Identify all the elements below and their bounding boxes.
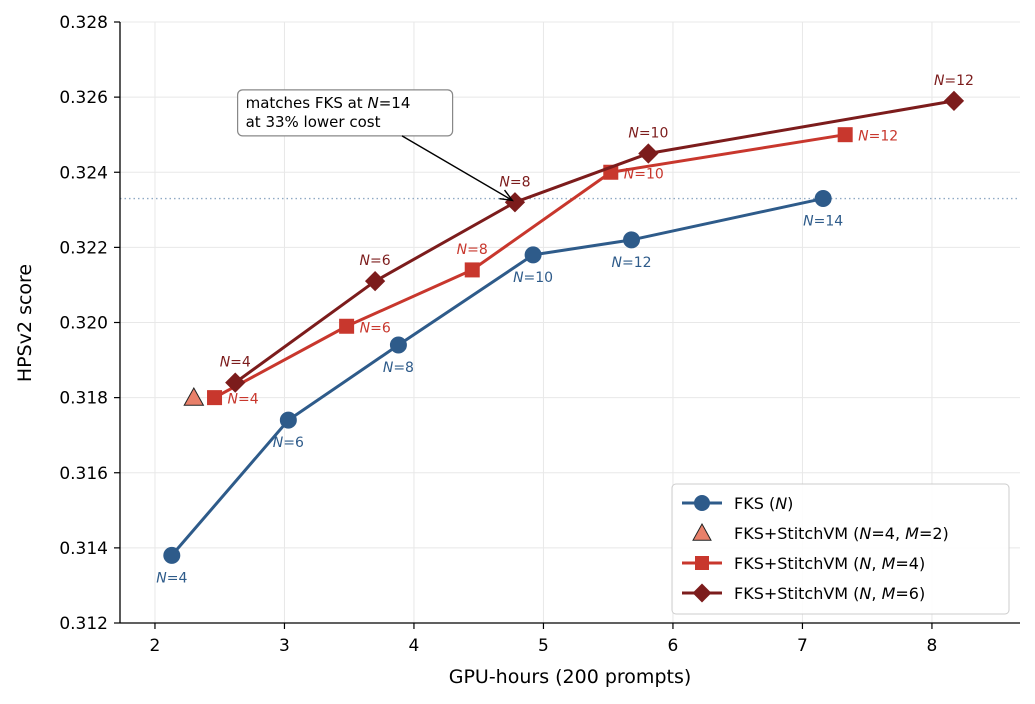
data-point (207, 390, 223, 406)
x-tick-label: 3 (279, 636, 290, 656)
data-label: N=12 (611, 255, 651, 271)
data-point (279, 411, 297, 429)
data-point (464, 262, 480, 278)
grid-layer (120, 21, 1020, 624)
data-label: N=6 (360, 253, 391, 269)
data-point (638, 143, 659, 164)
legend: FKS (N) FKS+StitchVM (N=4, M=2) FKS+Stitch… (671, 483, 1010, 615)
y-tick-label: 0.318 (59, 389, 108, 409)
data-label: N=8 (499, 174, 530, 190)
data-label: N=8 (457, 242, 488, 258)
annotation-arrow-line (401, 135, 513, 202)
legend-marker (694, 495, 710, 511)
y-tick-label: 0.328 (59, 13, 108, 33)
y-tick-label: 0.326 (59, 88, 108, 108)
data-label: N=14 (803, 214, 843, 230)
legend-item-0: FKS (N) (682, 494, 793, 513)
data-point (364, 271, 386, 292)
legend-label: FKS+StitchVM (N=4, M=2) (734, 524, 949, 543)
x-tick-label: 7 (797, 636, 808, 656)
y-tick-label: 0.314 (59, 539, 108, 559)
legend-label: FKS+StitchVM (N, M=6) (734, 584, 925, 603)
data-label: N=10 (628, 125, 668, 141)
y-tick-label: 0.316 (59, 464, 108, 484)
data-point (524, 246, 542, 264)
data-label: N=6 (360, 320, 391, 336)
y-tick-label: 0.324 (59, 163, 108, 183)
annotation-text-line: at 33% lower cost (246, 113, 381, 131)
data-label: N=10 (513, 270, 553, 286)
legend-marker (695, 556, 709, 570)
data-point (623, 231, 641, 249)
y-tick-label: 0.312 (59, 614, 108, 634)
series-line (170, 197, 824, 557)
annotation-text-line: matches FKS at N=14 (246, 94, 411, 112)
x-tick-label: 8 (927, 636, 938, 656)
series-0: N=4 N=6 N=8 N=10 N=12 N=14 (156, 190, 843, 586)
series-line (234, 99, 955, 384)
data-label: N=4 (220, 355, 251, 371)
data-label: N=10 (624, 166, 664, 182)
data-point (183, 386, 205, 406)
legend-box (671, 483, 1010, 615)
axes-layer: 2 3 4 5 6 7 8 0.312 0.314 0.316 0.318 0.320 0.322 0.3… (59, 13, 1020, 656)
data-point (504, 192, 526, 213)
data-point (943, 90, 965, 112)
x-tick-label: 2 (150, 636, 161, 656)
series-1 (183, 386, 205, 406)
legend-item-2: FKS+StitchVM (N, M=4) (682, 554, 925, 573)
data-label: N=4 (228, 392, 259, 408)
data-label: N=12 (858, 129, 898, 145)
legend-item-3: FKS+StitchVM (N, M=6) (682, 583, 925, 603)
data-point (339, 318, 355, 334)
data-label: N=8 (383, 360, 414, 376)
data-point (389, 336, 407, 354)
x-tick-label: 5 (538, 636, 549, 656)
y-axis-title: HPSv2 score (14, 264, 36, 382)
legend-marker (692, 522, 712, 541)
y-tick-label: 0.322 (59, 238, 108, 258)
y-tick-label: 0.320 (59, 314, 108, 334)
data-point (837, 127, 853, 143)
series-3: N=4 N=6 N=8 N=10 N=12 (220, 73, 974, 393)
annotation-arrow-head (499, 189, 514, 202)
data-point (814, 190, 832, 208)
series-2: N=4 N=6 N=8 N=10 N=12 (207, 127, 898, 408)
legend-item-1: FKS+StitchVM (N=4, M=2) (692, 522, 949, 543)
legend-label: FKS (N) (734, 494, 793, 513)
series-layer: N=4N=6N=8N=10N=12N=14N=4N=6N=8N=10N=12N=… (156, 73, 974, 587)
x-axis-title: GPU-hours (200 prompts) (449, 666, 692, 688)
x-tick-label: 6 (668, 636, 679, 656)
data-label: N=4 (156, 570, 187, 586)
data-label: N=6 (273, 435, 304, 451)
annotation-box (237, 89, 454, 137)
legend-label: FKS+StitchVM (N, M=4) (734, 554, 925, 573)
data-point (225, 372, 246, 393)
legend-marker (692, 583, 712, 603)
data-label: N=12 (934, 73, 974, 89)
x-tick-label: 4 (409, 636, 420, 656)
data-point (163, 546, 181, 564)
